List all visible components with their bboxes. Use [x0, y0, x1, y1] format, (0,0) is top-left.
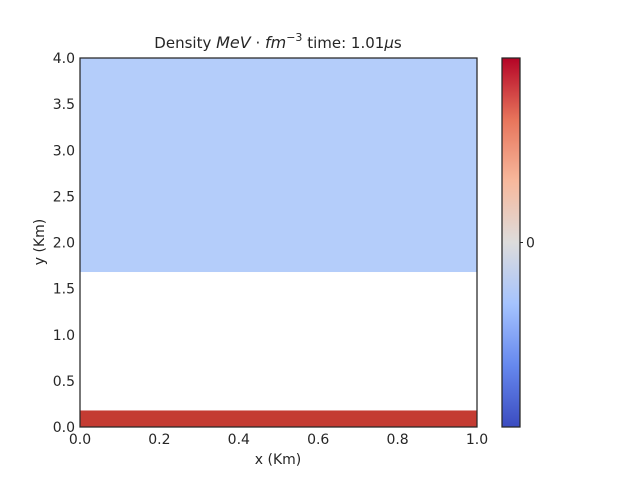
y-axis-label: y (Km): [32, 219, 48, 265]
y-tick-label: 0.5: [53, 374, 75, 390]
plot-frame: [79, 57, 478, 428]
dense-bottom-layer: [80, 410, 477, 427]
x-axis-label: x (Km): [255, 452, 301, 468]
colorbar-ticks: 0: [520, 236, 535, 252]
y-tick-label: 2.5: [53, 189, 75, 205]
heatmap-regions: [80, 58, 477, 427]
x-axis-ticks: 0.0 0.2 0.4 0.6 0.8 1.0: [69, 432, 488, 448]
x-tick-label: 0.4: [228, 432, 250, 448]
chart-title: Density MeV · fm−3 time: 1.01μs: [154, 31, 402, 52]
y-tick-label: 3.5: [53, 97, 75, 113]
x-tick-label: 0.0: [69, 432, 91, 448]
y-tick-label: 3.0: [53, 143, 75, 159]
y-tick-label: 1.0: [53, 328, 75, 344]
y-tick-label: 0.0: [53, 420, 75, 436]
x-tick-label: 0.6: [307, 432, 329, 448]
colorbar-tick-label: 0: [526, 236, 535, 252]
light-upper-region: [80, 58, 477, 273]
x-tick-label: 1.0: [466, 432, 488, 448]
y-axis-ticks: 0.0 0.5 1.0 1.5 2.0 2.5 3.0 3.5 4.0: [53, 51, 75, 436]
y-tick-label: 2.0: [53, 236, 75, 252]
empty-middle-region: [80, 272, 477, 411]
y-tick-label: 4.0: [53, 51, 75, 67]
colorbar-gradient: [502, 58, 520, 427]
x-tick-label: 0.8: [386, 432, 408, 448]
y-tick-label: 1.5: [53, 282, 75, 298]
x-tick-label: 0.2: [148, 432, 170, 448]
